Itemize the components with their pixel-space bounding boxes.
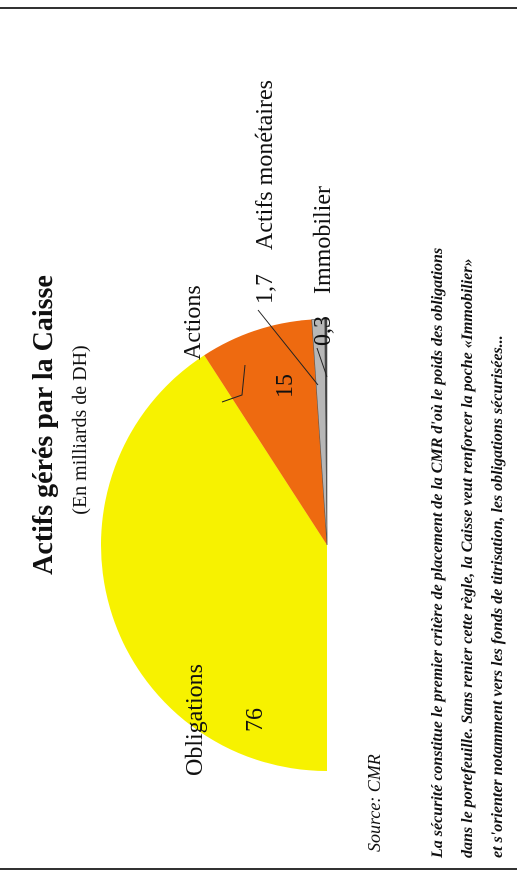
bottom-rule xyxy=(0,868,517,870)
leader-actifs-monetaires xyxy=(257,309,319,386)
value-actifs-monetaires: 1,7 xyxy=(252,274,278,304)
chart-subtitle: (En milliards de DH) xyxy=(69,345,91,514)
label-actions: Actions xyxy=(180,285,206,360)
leader-immobilier xyxy=(316,347,328,378)
slice-obligations xyxy=(100,355,328,771)
value-immobilier: 0,3 xyxy=(310,316,336,346)
slice-label-obligations: Obligations xyxy=(182,664,208,776)
slice-value-actions: 15 xyxy=(272,374,298,398)
chart-title: Actifs gérés par la Caisse xyxy=(28,275,59,575)
label-actifs-monetaires: Actifs monétaires xyxy=(252,80,278,250)
caption-line: La sécurité constitue le premier critère… xyxy=(429,248,446,859)
slice-actions xyxy=(204,319,327,545)
slice-value-obligations: 76 xyxy=(242,708,268,732)
leader-actions xyxy=(221,364,246,403)
caption-line: et s'orienter notamment vers les fonds d… xyxy=(489,335,506,858)
caption-line: dans le portefeuille. Sans renier cette … xyxy=(459,258,476,858)
source-note: Source: CMR xyxy=(364,754,384,852)
top-rule xyxy=(0,7,517,9)
label-immobilier: Immobilier xyxy=(310,186,336,294)
